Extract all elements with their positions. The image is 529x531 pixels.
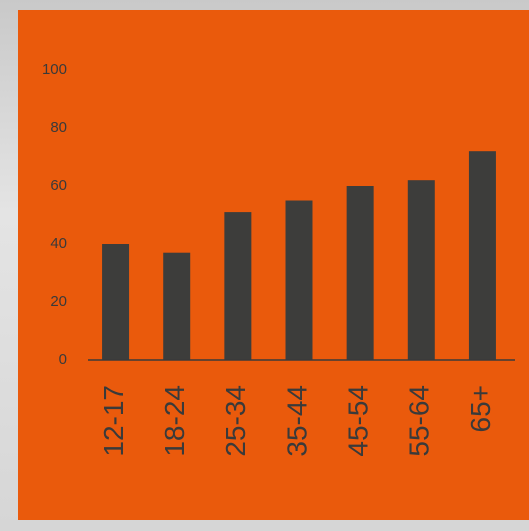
bar <box>285 200 313 360</box>
bar <box>468 151 496 360</box>
x-tick-label: 25-34 <box>220 385 251 457</box>
x-tick-label: 18-24 <box>159 385 190 457</box>
x-tick-label: 12-17 <box>98 385 129 457</box>
x-tick-label: 65+ <box>465 385 496 433</box>
y-tick-label: 80 <box>50 119 67 136</box>
bar <box>346 186 374 360</box>
y-tick-label: 40 <box>50 235 67 252</box>
bar <box>102 244 130 360</box>
x-tick-label: 35-44 <box>281 385 312 457</box>
bar <box>163 252 191 360</box>
y-tick-label: 0 <box>59 351 67 368</box>
x-tick-label: 45-54 <box>343 385 374 457</box>
y-tick-label: 100 <box>42 61 67 78</box>
y-tick-label: 20 <box>50 293 67 310</box>
chart-panel <box>18 10 529 520</box>
bar <box>224 212 252 360</box>
bar <box>407 180 435 360</box>
y-tick-label: 60 <box>50 177 67 194</box>
x-tick-label: 55-64 <box>404 385 435 457</box>
